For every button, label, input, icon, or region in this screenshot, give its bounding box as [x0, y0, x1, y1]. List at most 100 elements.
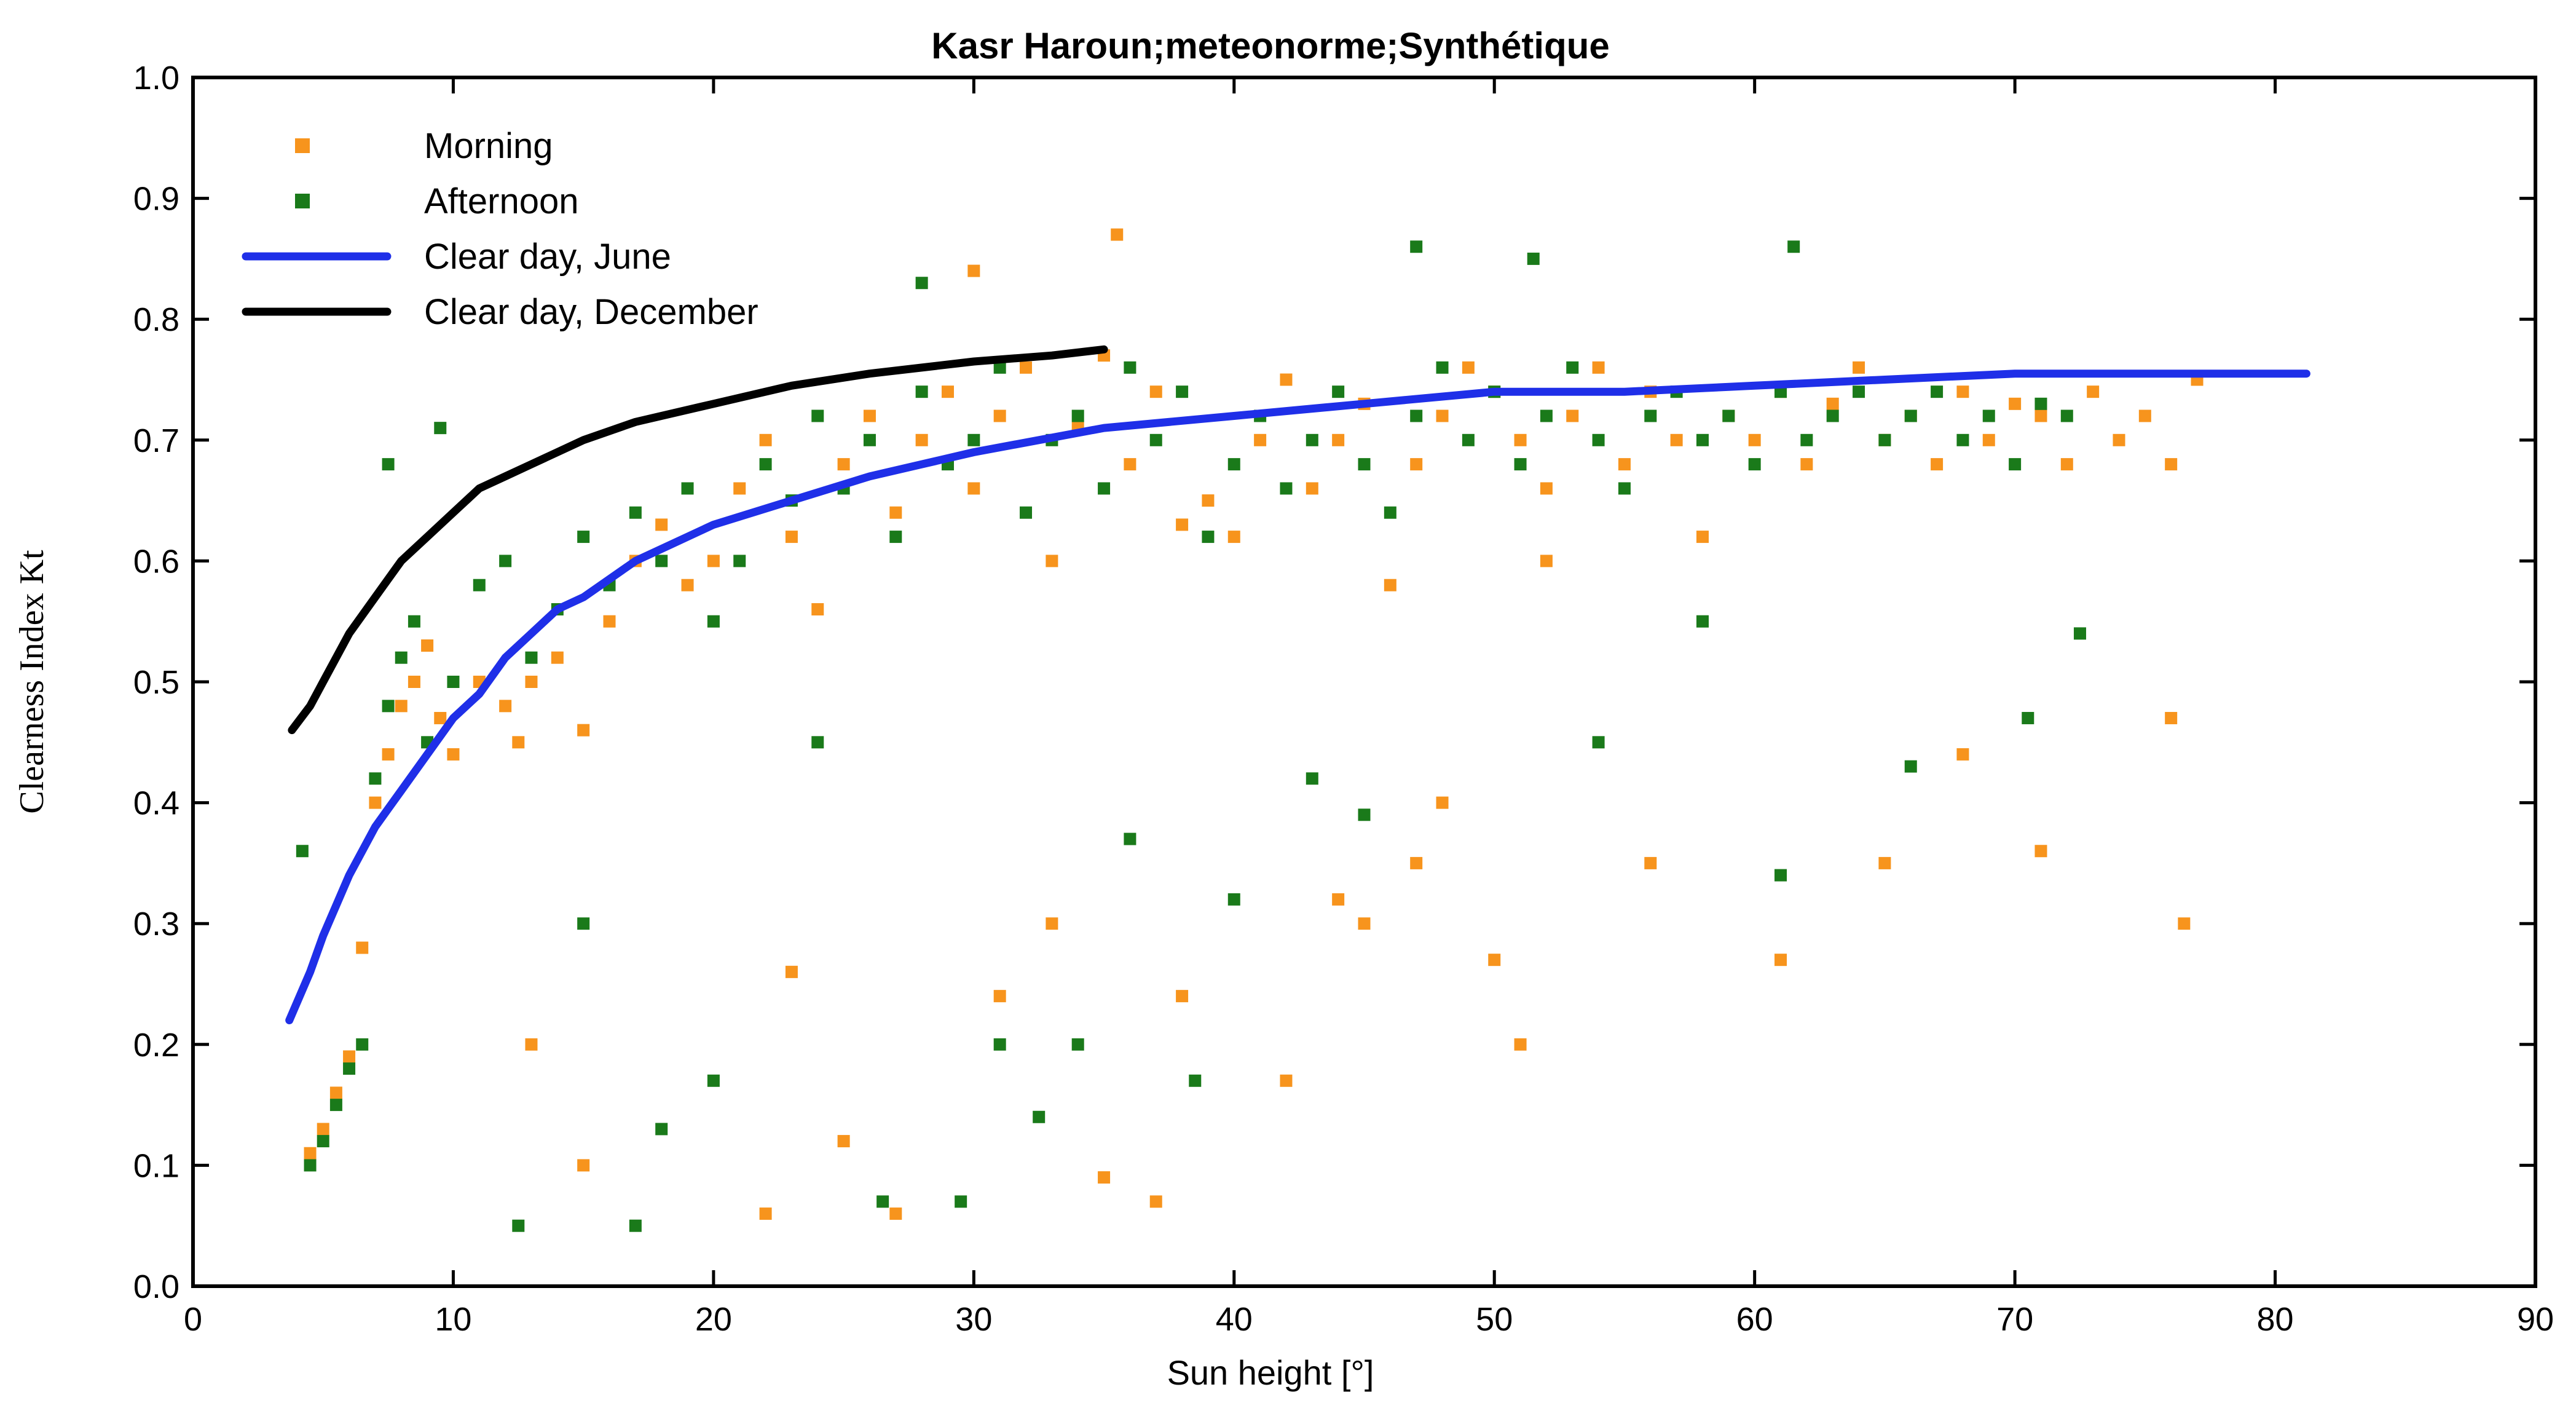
scatter-point: [1956, 748, 1969, 761]
x-tick-label: 10: [435, 1301, 471, 1338]
legend: Morning Afternoon Clear day, June Clear day…: [242, 126, 758, 332]
legend-label: Clear day, June: [424, 237, 671, 277]
x-tick-label: 80: [2257, 1301, 2294, 1338]
scatter-point: [551, 651, 564, 664]
scatter-point: [1696, 433, 1709, 446]
scatter-point: [1384, 506, 1396, 519]
x-tick-label: 70: [1996, 1301, 2033, 1338]
scatter-point: [1904, 409, 1917, 422]
scatter-point: [1488, 954, 1501, 966]
scatter-point: [1956, 433, 1969, 446]
scatter-point: [1722, 409, 1735, 422]
scatter-point: [811, 603, 824, 616]
legend-item: Afternoon: [295, 181, 579, 221]
scatter-point: [1410, 240, 1423, 253]
scatter-point: [1618, 458, 1631, 471]
scatter-point: [2034, 397, 2047, 410]
scatter-point: [2087, 385, 2100, 398]
scatter-point: [1931, 385, 1944, 398]
scatter-point: [1540, 409, 1553, 422]
scatter-point: [785, 965, 798, 978]
scatter-point: [629, 1219, 642, 1232]
scatter-point: [1644, 856, 1657, 869]
scatter-point: [1540, 482, 1553, 495]
scatter-point: [1149, 1195, 1162, 1208]
scatter-point: [408, 615, 420, 628]
scatter-point: [304, 1159, 317, 1172]
scatter-point: [1124, 832, 1136, 845]
y-tick-label: 0.3: [133, 906, 179, 943]
scatter-point: [1514, 1038, 1527, 1051]
scatter-point: [1748, 458, 1761, 471]
legend-item: Clear day, June: [242, 237, 671, 277]
scatter-point: [1826, 397, 1839, 410]
scatter-point: [395, 651, 408, 664]
scatter-point: [1358, 808, 1371, 821]
scatter-point: [2073, 627, 2086, 640]
scatter-point: [2009, 458, 2022, 471]
y-tick-label: 0.4: [133, 785, 179, 822]
scatter-point: [1514, 458, 1527, 471]
scatter-point: [1254, 433, 1267, 446]
scatter-point: [2060, 409, 2073, 422]
scatter-point: [1592, 361, 1605, 374]
scatter-point: [525, 676, 538, 688]
scatter-point: [395, 700, 408, 713]
scatter-point: [329, 1099, 342, 1112]
scatter-point: [2034, 845, 2047, 858]
scatter-point: [2165, 711, 2178, 724]
scatter-point: [1332, 385, 1345, 398]
scatter-point: [941, 385, 954, 398]
scatter-point: [343, 1050, 356, 1063]
legend-marker: [295, 138, 310, 153]
scatter-point: [1696, 615, 1709, 628]
scatter-point: [655, 1123, 668, 1136]
scatter-point: [1176, 518, 1189, 531]
scatter-point: [317, 1123, 329, 1136]
scatter-point: [1592, 433, 1605, 446]
scatter-point: [1826, 409, 1839, 422]
series-layer: [285, 228, 2310, 1232]
scatter-point: [759, 1207, 772, 1220]
scatter-point: [1540, 555, 1553, 567]
scatter-point: [1020, 506, 1033, 519]
scatter-point: [499, 555, 512, 567]
scatter-point: [2009, 397, 2022, 410]
scatter-point: [1124, 458, 1136, 471]
scatter-point: [707, 1074, 720, 1087]
scatter-point: [577, 917, 590, 930]
scatter-point: [1853, 361, 1865, 374]
axis-ticks: 0 10 20 30 40 50 60 70 80 90 0.0 0.1 0.2 0.3 0.4 0.5 0.6…: [133, 60, 2554, 1338]
scatter-point: [1436, 361, 1449, 374]
scatter-point: [1566, 409, 1579, 422]
scatter-point: [876, 1195, 889, 1208]
scatter-point: [356, 1038, 369, 1051]
scatter-point: [1982, 409, 1995, 422]
scatter-point: [1462, 361, 1475, 374]
scatter-point: [382, 700, 395, 713]
scatter-point: [1280, 1074, 1293, 1087]
scatter-point: [993, 990, 1006, 1003]
scatter-point: [2178, 917, 2191, 930]
scatter-point: [1098, 1171, 1111, 1184]
scatter-point: [967, 482, 980, 495]
scatter-point: [1332, 893, 1345, 906]
scatter-point: [1202, 494, 1215, 507]
scatter-point: [1227, 531, 1240, 543]
scatter-point: [1306, 772, 1318, 785]
series-line: [285, 370, 2310, 1024]
scatter-point: [1878, 433, 1891, 446]
scatter-point: [889, 531, 902, 543]
scatter-point: [1227, 458, 1240, 471]
scatter-point: [707, 555, 720, 567]
scatter-point: [629, 506, 642, 519]
scatter-point: [863, 409, 876, 422]
series-line: [288, 345, 1108, 735]
x-tick-label: 40: [1216, 1301, 1253, 1338]
scatter-point: [1853, 385, 1865, 398]
scatter-point: [499, 700, 512, 713]
scatter-point: [811, 409, 824, 422]
scatter-point: [1696, 531, 1709, 543]
y-tick-label: 0.7: [133, 422, 179, 459]
y-tick-label: 0.9: [133, 181, 179, 218]
